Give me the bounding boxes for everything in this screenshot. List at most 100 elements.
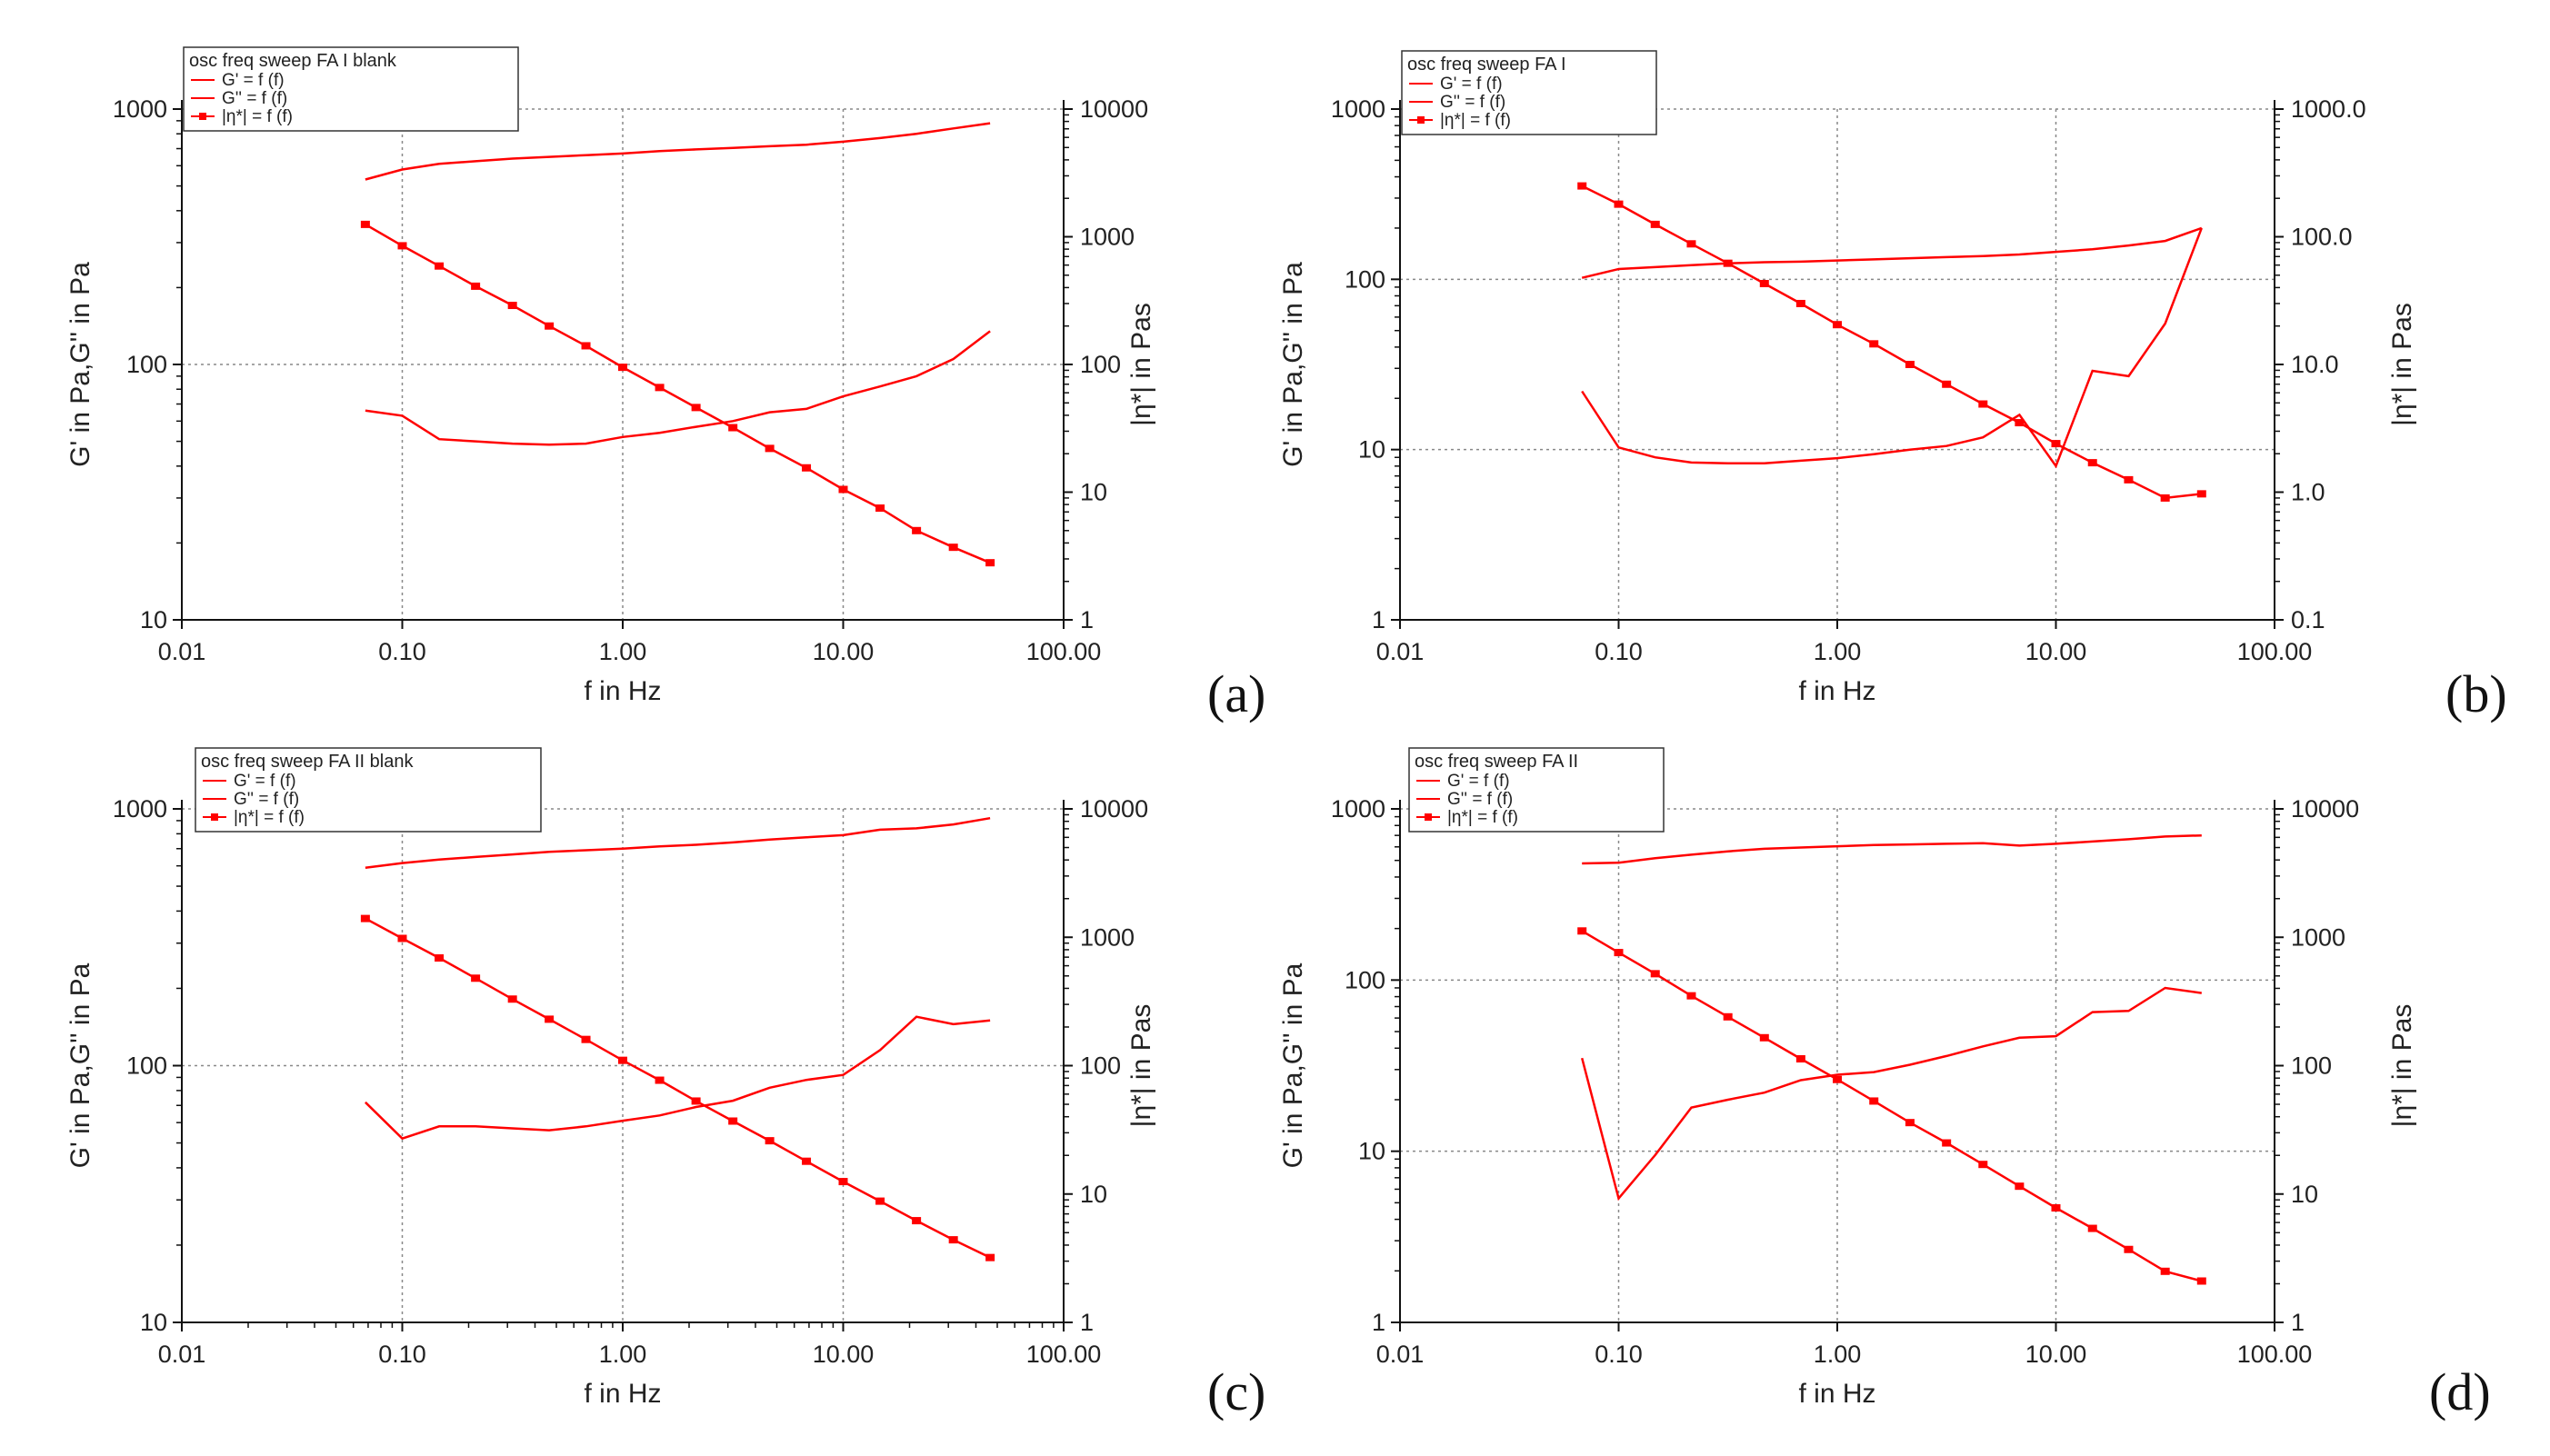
- y-left-axis-label: G' in Pa,G'' in Pa: [65, 262, 95, 467]
- legend-box: [183, 46, 519, 132]
- data-point: [1795, 299, 1805, 307]
- data-point: [802, 1157, 812, 1165]
- data-point: [1869, 340, 1879, 348]
- data-point: [1905, 361, 1915, 368]
- x-tick-label: 100.00: [1026, 1341, 1102, 1368]
- y-right-tick-label: 100.0: [2291, 224, 2353, 251]
- data-point: [1614, 200, 1624, 208]
- data-point: [691, 1097, 701, 1105]
- legend-entry: G'' = f (f): [1447, 790, 1513, 809]
- data-point: [545, 322, 555, 330]
- data-point: [2051, 440, 2061, 448]
- legend-entry: |η*| = f (f): [1440, 111, 1511, 130]
- data-point: [1942, 1139, 1952, 1147]
- data-point: [1942, 380, 1952, 388]
- data-point: [360, 914, 370, 922]
- data-point: [1650, 970, 1660, 978]
- legend-entry: G' = f (f): [222, 71, 285, 90]
- data-point: [1577, 182, 1587, 190]
- data-point: [765, 1137, 775, 1145]
- y-left-tick-label: 1: [1372, 1309, 1385, 1336]
- legend-title: osc freq sweep FA I blank: [189, 51, 397, 71]
- y-right-tick-label: 1.0: [2291, 479, 2325, 506]
- y-left-tick-label: 10: [1358, 1138, 1385, 1165]
- legend-entry: G' = f (f): [1440, 75, 1503, 94]
- data-point: [1978, 400, 1988, 408]
- data-point: [1759, 1033, 1769, 1042]
- y-left-tick-label: 100: [126, 1052, 167, 1080]
- data-point: [948, 1236, 958, 1244]
- data-point: [545, 1015, 555, 1023]
- data-point: [618, 364, 627, 372]
- y-right-tick-label: 100: [1080, 1052, 1121, 1080]
- x-tick-label: 100.00: [1026, 638, 1102, 665]
- data-point: [1650, 220, 1660, 228]
- data-point: [728, 424, 738, 432]
- series-line-2: [1581, 227, 2203, 469]
- legend-title: osc freq sweep FA I: [1407, 55, 1566, 75]
- data-point: [2087, 1224, 2097, 1232]
- x-tick-label: 10.00: [2025, 638, 2087, 665]
- data-point: [2015, 419, 2025, 427]
- data-point: [2087, 459, 2097, 467]
- data-point: [360, 220, 370, 228]
- data-point: [581, 1035, 591, 1043]
- data-point: [2196, 1277, 2206, 1285]
- y-left-tick-label: 100: [1345, 265, 1385, 293]
- legend-marker: [199, 113, 206, 120]
- y-left-tick-label: 1000: [1331, 95, 1385, 123]
- data-point: [507, 995, 517, 1003]
- legend-marker: [211, 813, 218, 821]
- panel-label-c: (c): [1207, 1362, 1266, 1421]
- y-right-tick-label: 1000: [1080, 923, 1135, 951]
- y-right-tick-label: 1: [1080, 606, 1094, 633]
- y-right-tick-label: 100: [2291, 1052, 2332, 1080]
- legend-entry: G' = f (f): [234, 772, 296, 791]
- y-right-axis-label: |η*| in Pas: [2387, 1004, 2417, 1128]
- y-right-tick-label: 10: [1080, 1181, 1107, 1208]
- series-line-3: [365, 223, 991, 564]
- y-left-tick-label: 1000: [113, 795, 167, 823]
- x-tick-label: 10.00: [813, 1341, 875, 1368]
- x-tick-label: 100.00: [2237, 638, 2313, 665]
- data-point: [1686, 240, 1696, 248]
- legend-entry: G'' = f (f): [234, 790, 299, 809]
- data-point: [1614, 949, 1624, 957]
- x-tick-label: 0.01: [158, 1341, 206, 1368]
- data-point: [838, 485, 848, 494]
- data-point: [655, 384, 665, 392]
- data-point: [1978, 1161, 1988, 1169]
- series-line-1: [365, 122, 991, 181]
- legend-box: [195, 747, 542, 833]
- y-left-tick-label: 10: [1358, 436, 1385, 464]
- data-point: [507, 302, 517, 310]
- series-line-1: [1581, 226, 2203, 279]
- x-tick-label: 1.00: [1814, 638, 1862, 665]
- y-left-axis-label: G' in Pa,G'' in Pa: [1278, 962, 1308, 1168]
- x-axis-label: f in Hz: [584, 1379, 661, 1409]
- y-right-tick-label: 0.1: [2291, 606, 2325, 633]
- data-point: [2160, 494, 2170, 502]
- data-point: [471, 974, 481, 982]
- data-point: [435, 954, 445, 962]
- y-left-axis-label: G' in Pa,G'' in Pa: [65, 962, 95, 1168]
- x-tick-label: 0.10: [1595, 638, 1643, 665]
- legend-entry: G'' = f (f): [222, 89, 287, 108]
- data-point: [985, 559, 995, 567]
- chart-panel-d: 0.01 0.10 1.00 10.00 100.00 1 10 100 1000 1 10 100 1…: [1278, 747, 2417, 1409]
- data-point: [655, 1076, 665, 1084]
- data-point: [985, 1253, 995, 1262]
- series-line-3: [1581, 930, 2203, 1282]
- data-point: [728, 1117, 738, 1125]
- chart-panel-c: 0.01 0.10 1.00 10.00 100.00 10 100 1000 1 10 100 10…: [65, 747, 1156, 1409]
- data-point: [435, 262, 445, 270]
- data-point: [581, 342, 591, 350]
- series-line-2: [365, 330, 991, 446]
- y-right-tick-label: 10000: [1080, 95, 1148, 123]
- data-point: [1723, 259, 1733, 267]
- series-line-1: [365, 816, 991, 869]
- legend-title: osc freq sweep FA II: [1415, 752, 1578, 772]
- data-point: [2124, 475, 2134, 484]
- x-tick-label: 0.01: [158, 638, 206, 665]
- data-point: [948, 544, 958, 552]
